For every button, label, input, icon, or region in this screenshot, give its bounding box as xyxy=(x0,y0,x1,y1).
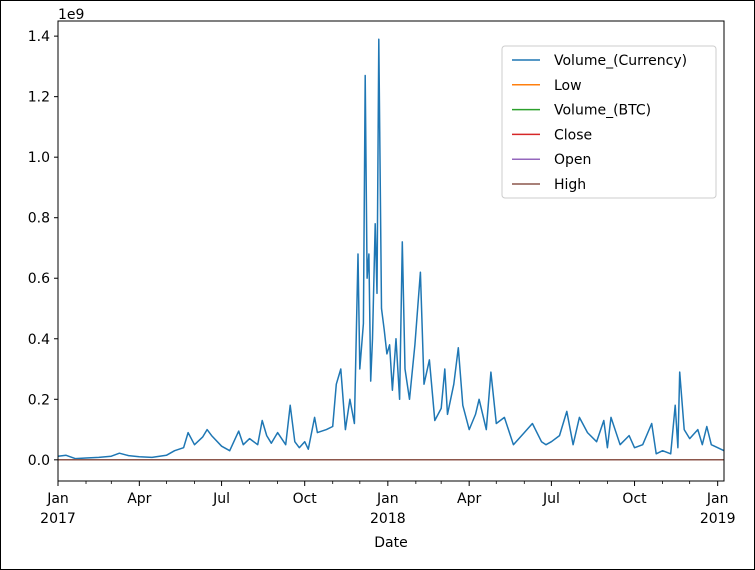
legend-box xyxy=(501,45,717,199)
x-tick-year-label: 2018 xyxy=(370,511,406,527)
x-axis-label: Date xyxy=(374,535,407,551)
x-tick-label: Jul xyxy=(212,491,230,507)
legend-label: Close xyxy=(554,127,592,143)
x-tick-year-label: 2017 xyxy=(40,511,76,527)
x-tick-year-label: 2019 xyxy=(700,511,736,527)
x-tick-label: Jan xyxy=(376,491,399,507)
legend: Volume_(Currency) Low Volume_(BTC) Close Ope… xyxy=(501,45,717,199)
x-tick-label: Jan xyxy=(706,491,729,507)
y-tick-label: 0.0 xyxy=(28,453,50,469)
y-tick-label: 0.4 xyxy=(28,332,50,348)
legend-label: Low xyxy=(554,78,582,94)
x-axis: Jan 2017 Apr Jul Oct Jan 2018 Apr Jul Oct Jan 2019 xyxy=(40,481,735,527)
legend-label: Volume_(BTC) xyxy=(554,103,651,119)
y-axis: 0.0 0.2 0.4 0.6 0.8 1.0 1.2 1.4 xyxy=(28,29,58,469)
y-tick-label: 0.8 xyxy=(28,211,50,227)
y-tick-label: 1.0 xyxy=(28,150,50,166)
legend-label: Open xyxy=(554,152,591,168)
x-tick-label: Jan xyxy=(46,491,69,507)
x-tick-label: Jul xyxy=(542,491,560,507)
y-offset-label: 1e9 xyxy=(58,7,84,23)
legend-label: High xyxy=(554,177,586,193)
series-layer xyxy=(57,38,725,461)
series-line-0 xyxy=(57,38,725,460)
x-tick-label: Apr xyxy=(457,491,481,507)
y-tick-label: 1.4 xyxy=(28,29,50,45)
x-tick-label: Oct xyxy=(622,491,647,507)
x-tick-label: Oct xyxy=(293,491,318,507)
plot-area-border xyxy=(57,20,725,482)
y-tick-label: 1.2 xyxy=(28,90,50,106)
legend-label: Volume_(Currency) xyxy=(554,53,687,69)
y-tick-label: 0.2 xyxy=(28,392,50,408)
x-tick-label: Apr xyxy=(127,491,151,507)
y-tick-label: 0.6 xyxy=(28,271,50,287)
